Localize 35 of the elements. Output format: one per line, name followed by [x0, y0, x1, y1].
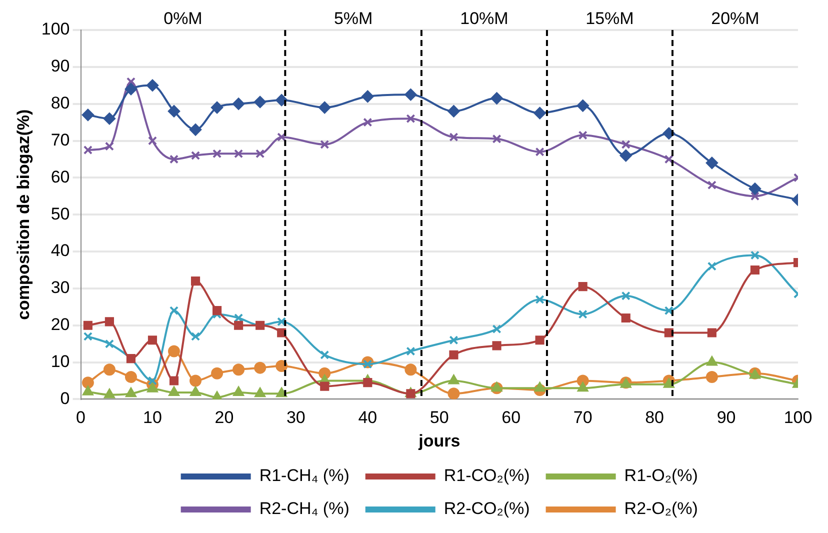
- text: 5%M: [334, 9, 373, 28]
- y-axis-title: composition de biogaz(%): [14, 109, 33, 320]
- x-tick-label: 90: [716, 408, 736, 428]
- text: 10%M: [460, 9, 508, 28]
- x-tick-label: 100: [784, 408, 812, 428]
- y-tick-label: 0: [60, 388, 70, 408]
- y-tick-label: 90: [50, 56, 70, 76]
- legend-label: R2-CO₂(%): [444, 499, 530, 518]
- x-tick-label: 40: [358, 408, 378, 428]
- y-tick-label: 40: [50, 241, 70, 260]
- legend-label: R2-CH₄ (%): [259, 499, 350, 518]
- text: 0%M: [164, 9, 202, 28]
- y-tick-label: 80: [50, 94, 70, 113]
- x-tick-label: 50: [430, 408, 449, 428]
- y-tick-label: 70: [50, 130, 70, 150]
- x-tick-label: 60: [502, 408, 521, 428]
- x-tick-label: 30: [286, 408, 306, 428]
- y-tick-label: 50: [50, 204, 70, 224]
- y-tick-label: 60: [50, 167, 70, 186]
- y-tick-label: 30: [50, 278, 70, 298]
- x-axis-title: jours: [418, 431, 460, 450]
- x-tick-label: 80: [645, 408, 664, 428]
- legend-label: R1-CH₄ (%): [259, 466, 350, 486]
- text: 20%M: [711, 9, 760, 28]
- y-tick-label: 20: [50, 315, 70, 334]
- y-tick-label: 100: [41, 20, 70, 39]
- text: 15%M: [586, 9, 634, 28]
- y-tick-label: 10: [50, 352, 70, 371]
- x-tick-label: 0: [76, 408, 86, 428]
- x-tick-label: 10: [143, 408, 162, 428]
- x-tick-label: 70: [573, 408, 592, 428]
- legend-label: R2-O₂(%): [624, 499, 698, 518]
- legend-label: R1-CO₂(%): [444, 466, 530, 486]
- x-tick-label: 20: [214, 408, 234, 428]
- legend-label: R1-O₂(%): [624, 466, 698, 486]
